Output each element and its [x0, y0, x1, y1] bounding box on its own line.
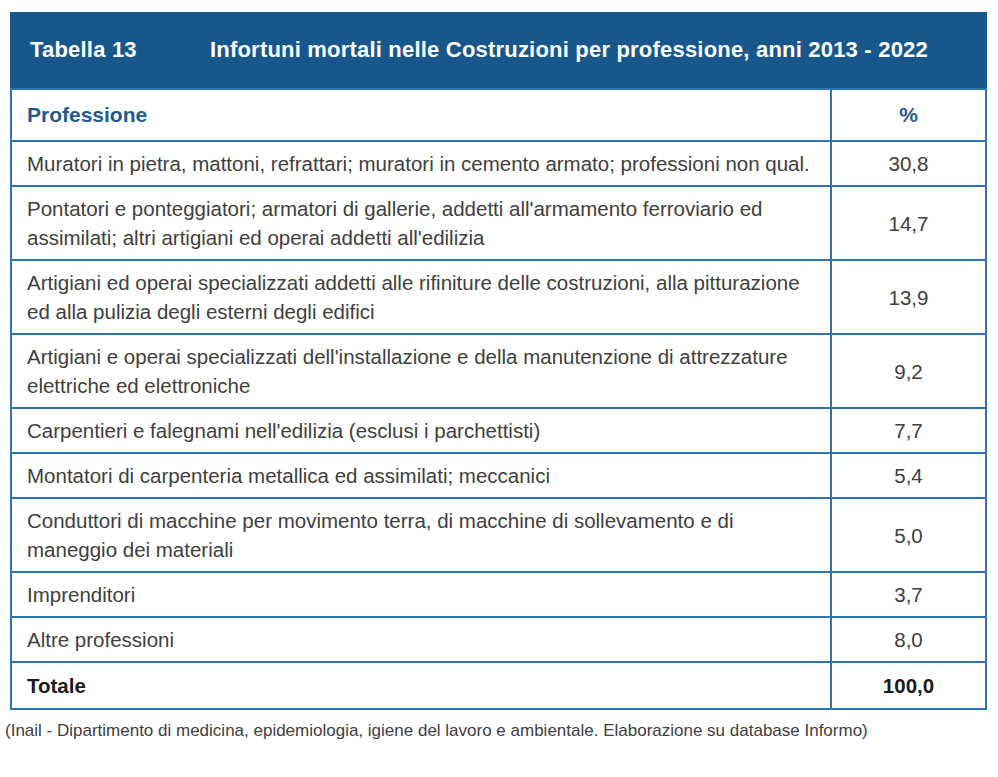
profession-cell: Montatori di carpenteria metallica ed as…: [11, 453, 831, 498]
profession-cell: Conduttori di macchine per movimento ter…: [11, 498, 831, 572]
percent-cell: 9,2: [831, 334, 986, 408]
profession-cell: Pontatori e ponteggiatori; armatori di g…: [11, 186, 831, 260]
page: Tabella 13 Infortuni mortali nelle Costr…: [0, 0, 998, 777]
percent-cell: 8,0: [831, 617, 986, 662]
table-row: Carpentieri e falegnami nell'edilizia (e…: [11, 408, 986, 453]
profession-cell: Muratori in pietra, mattoni, refrattari;…: [11, 141, 831, 186]
table-row: Altre professioni8,0: [11, 617, 986, 662]
profession-cell: Artigiani ed operai specializzati addett…: [11, 260, 831, 334]
percent-cell: 3,7: [831, 572, 986, 617]
percent-cell: 14,7: [831, 186, 986, 260]
table-row: Imprenditori3,7: [11, 572, 986, 617]
table-row: Montatori di carpenteria metallica ed as…: [11, 453, 986, 498]
column-header-percent: %: [831, 89, 986, 141]
percent-cell: 13,9: [831, 260, 986, 334]
table-header-row: Professione %: [11, 89, 986, 141]
total-percent-value: 100,0: [831, 662, 986, 709]
table-row: Muratori in pietra, mattoni, refrattari;…: [11, 141, 986, 186]
profession-cell: Altre professioni: [11, 617, 831, 662]
profession-cell: Imprenditori: [11, 572, 831, 617]
total-row: Totale 100,0: [11, 662, 986, 709]
percent-cell: 7,7: [831, 408, 986, 453]
table-row: Pontatori e ponteggiatori; armatori di g…: [11, 186, 986, 260]
source-note: (Inail - Dipartimento di medicina, epide…: [5, 719, 987, 743]
table-number-label: Tabella 13: [10, 37, 210, 63]
profession-cell: Artigiani e operai specializzati dell'in…: [11, 334, 831, 408]
table-row: Conduttori di macchine per movimento ter…: [11, 498, 986, 572]
table-title: Infortuni mortali nelle Costruzioni per …: [210, 37, 987, 63]
percent-cell: 5,0: [831, 498, 986, 572]
total-label: Totale: [11, 662, 831, 709]
profession-cell: Carpentieri e falegnami nell'edilizia (e…: [11, 408, 831, 453]
table-row: Artigiani e operai specializzati dell'in…: [11, 334, 986, 408]
column-header-professione: Professione: [11, 89, 831, 141]
table-title-bar: Tabella 13 Infortuni mortali nelle Costr…: [10, 12, 987, 88]
percent-cell: 30,8: [831, 141, 986, 186]
percent-cell: 5,4: [831, 453, 986, 498]
table-row: Artigiani ed operai specializzati addett…: [11, 260, 986, 334]
professions-table: Professione % Muratori in pietra, matton…: [10, 88, 987, 710]
table-body: Muratori in pietra, mattoni, refrattari;…: [11, 141, 986, 662]
